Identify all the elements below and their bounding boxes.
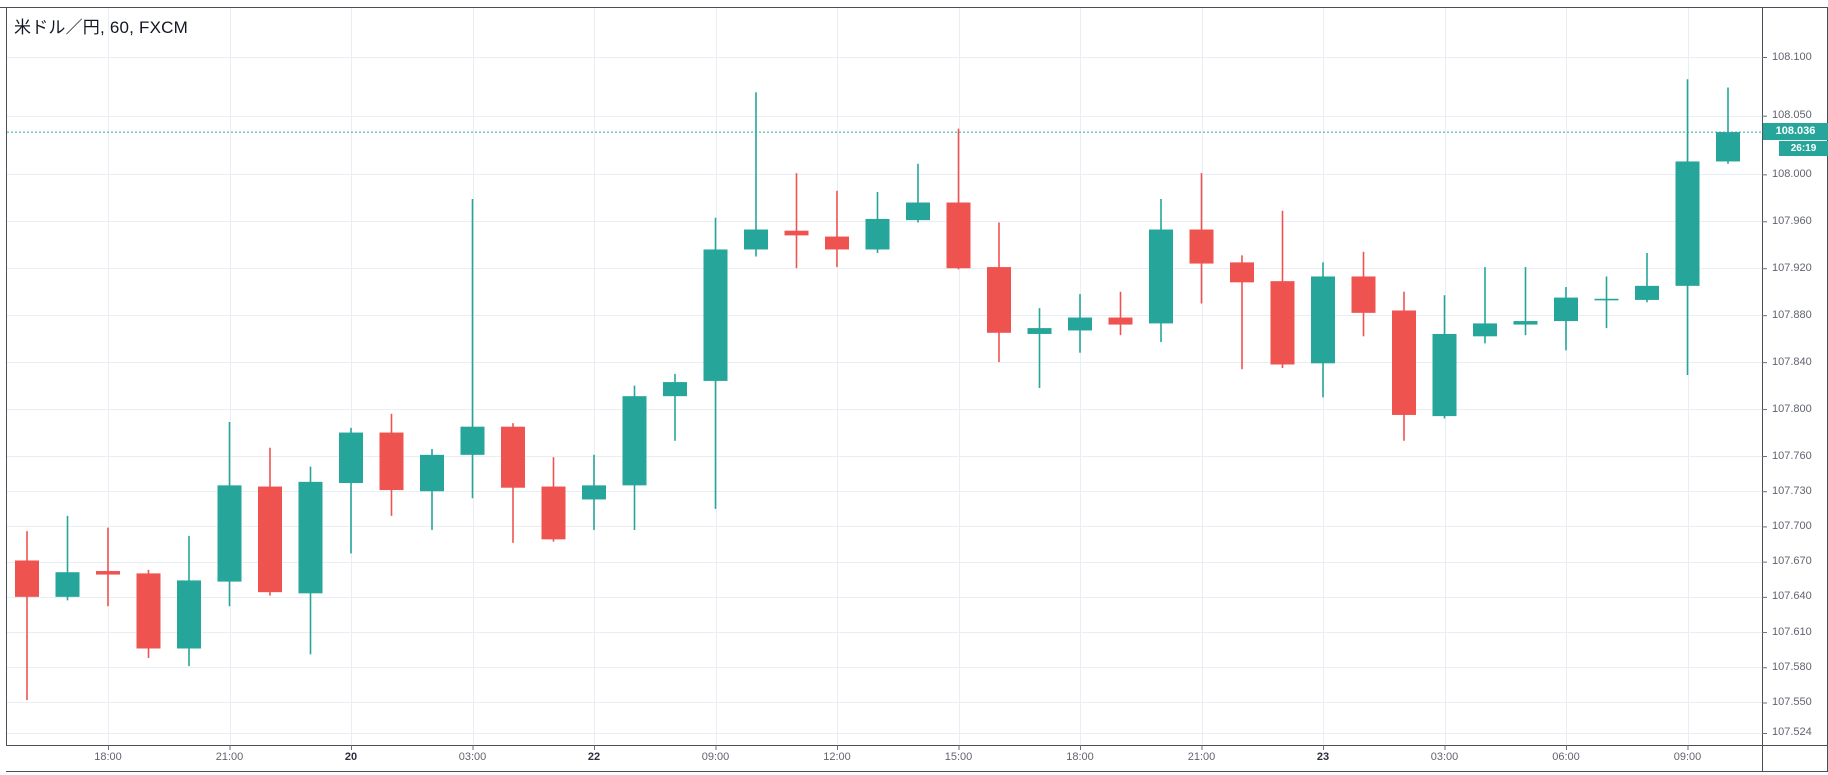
candle: [622, 385, 647, 530]
time-axis-label: 09:00: [701, 751, 730, 763]
candle: [906, 163, 930, 223]
candle: [1716, 87, 1740, 164]
price-axis-label: 107.610: [1772, 625, 1812, 638]
candle: [1230, 255, 1254, 370]
candle: [825, 190, 849, 268]
candle: [298, 466, 323, 655]
last-price-badge: 108.036: [1763, 123, 1828, 140]
candle: [1473, 267, 1497, 344]
candle: [1189, 173, 1214, 304]
candle: [946, 128, 971, 270]
price-axis-label: 107.920: [1772, 261, 1812, 274]
candle: [420, 448, 444, 530]
candle: [339, 427, 363, 554]
candle: [663, 373, 687, 441]
price-axis-label: 107.580: [1772, 660, 1812, 673]
time-axis-label: 21:00: [1187, 751, 1216, 763]
candle: [501, 423, 525, 543]
candle: [136, 569, 161, 658]
candle: [1554, 287, 1578, 351]
time-axis-label: 23: [1316, 751, 1330, 763]
candle: [1635, 252, 1659, 303]
price-axis-label: 107.800: [1772, 402, 1812, 415]
price-axis-label: 107.524: [1772, 726, 1812, 739]
candle: [258, 447, 282, 596]
candle: [987, 222, 1011, 363]
price-axis-label: 107.760: [1772, 449, 1812, 462]
symbol-title[interactable]: 米ドル／円, 60, FXCM: [14, 18, 188, 37]
candle: [15, 531, 39, 701]
time-axis-label: 15:00: [944, 751, 973, 763]
candle: [541, 457, 566, 542]
candle: [865, 191, 890, 253]
candle: [1594, 276, 1619, 329]
candle: [379, 413, 404, 516]
candle: [744, 92, 768, 257]
candle: [1108, 291, 1133, 336]
candle: [1392, 291, 1416, 441]
time-axis-label: 03:00: [458, 751, 487, 763]
price-axis-label: 108.100: [1772, 50, 1812, 63]
price-axis-label: 107.960: [1772, 214, 1812, 227]
time-axis-label: 03:00: [1430, 751, 1459, 763]
candle: [1270, 210, 1295, 369]
time-axis-label: 18:00: [1066, 751, 1094, 763]
time-axis-label: 20: [344, 751, 358, 763]
candle: [55, 515, 80, 601]
candle: [1068, 294, 1092, 353]
candle: [1027, 308, 1052, 388]
price-axis-label: 107.730: [1772, 484, 1812, 497]
time-axis-label: 12:00: [823, 751, 851, 763]
bar-countdown-badge: 26:19: [1779, 141, 1828, 156]
candle: [1149, 199, 1173, 343]
price-axis-label: 107.640: [1772, 590, 1812, 603]
time-axis-label: 21:00: [215, 751, 244, 763]
candle: [96, 527, 120, 607]
candle: [217, 421, 242, 607]
candle: [784, 173, 809, 269]
price-axis-label: 107.670: [1772, 555, 1812, 568]
time-axis-label: 09:00: [1673, 751, 1702, 763]
candle: [177, 535, 201, 667]
price-axis-label: 107.550: [1772, 695, 1812, 708]
candle: [1311, 262, 1335, 398]
price-axis-label: 107.880: [1772, 308, 1812, 321]
candle: [1432, 295, 1457, 419]
candle: [703, 217, 728, 509]
candle: [1351, 251, 1376, 337]
time-axis-label: 22: [587, 751, 601, 763]
price-axis-label: 108.000: [1772, 167, 1812, 180]
price-axis-label: 107.700: [1772, 519, 1812, 532]
candle: [582, 454, 606, 530]
candle: [1513, 267, 1538, 336]
time-axis-label: 06:00: [1552, 751, 1580, 763]
candle: [1675, 79, 1700, 376]
time-axis-label: 18:00: [94, 751, 122, 763]
candle: [460, 199, 485, 499]
price-axis-label: 108.050: [1772, 109, 1812, 122]
price-axis-label: 107.840: [1772, 355, 1812, 368]
